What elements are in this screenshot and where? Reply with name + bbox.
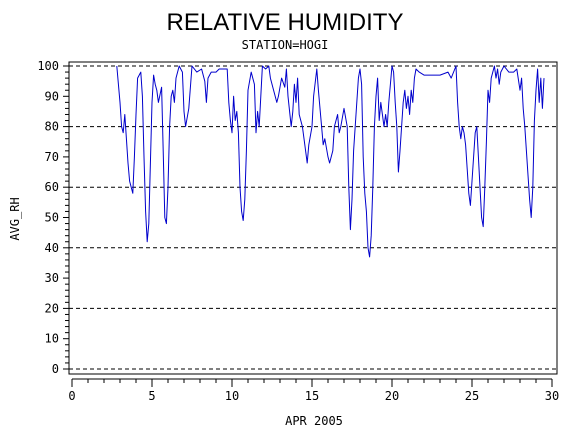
y-tick-label-50: 50: [45, 211, 59, 225]
series-line-0: [116, 65, 545, 258]
x-axis-label: APR 2005: [285, 414, 343, 428]
y-gridlines: [69, 65, 557, 370]
y-tick-label-10: 10: [45, 332, 59, 346]
x-tick-label-0: 0: [68, 389, 75, 403]
y-tick-label-0: 0: [52, 362, 59, 376]
x-tick-label-25: 25: [465, 389, 479, 403]
x-tick-label-15: 15: [305, 389, 319, 403]
y-tick-label-80: 80: [45, 120, 59, 134]
y-tick-label-20: 20: [45, 301, 59, 315]
y-tick-label-100: 100: [37, 59, 59, 73]
chart-subtitle: STATION=HOGI: [242, 38, 329, 52]
chart-title: RELATIVE HUMIDITY: [167, 9, 404, 36]
y-tick-label-40: 40: [45, 241, 59, 255]
data-line-group: [116, 65, 545, 258]
x-tick-label-30: 30: [545, 389, 559, 403]
y-tick-label-90: 90: [45, 89, 59, 103]
y-axis-label: AVG_RH: [8, 197, 22, 240]
x-tick-label-20: 20: [385, 389, 399, 403]
y-axis: 0 10 20 30 40 50 60 70 80 90 100: [37, 59, 69, 376]
x-axis: 0 5 10 15 20 25 30: [68, 378, 559, 403]
y-tick-label-60: 60: [45, 180, 59, 194]
y-tick-label-70: 70: [45, 150, 59, 164]
x-tick-label-5: 5: [148, 389, 155, 403]
x-tick-label-10: 10: [225, 389, 239, 403]
y-tick-label-30: 30: [45, 271, 59, 285]
